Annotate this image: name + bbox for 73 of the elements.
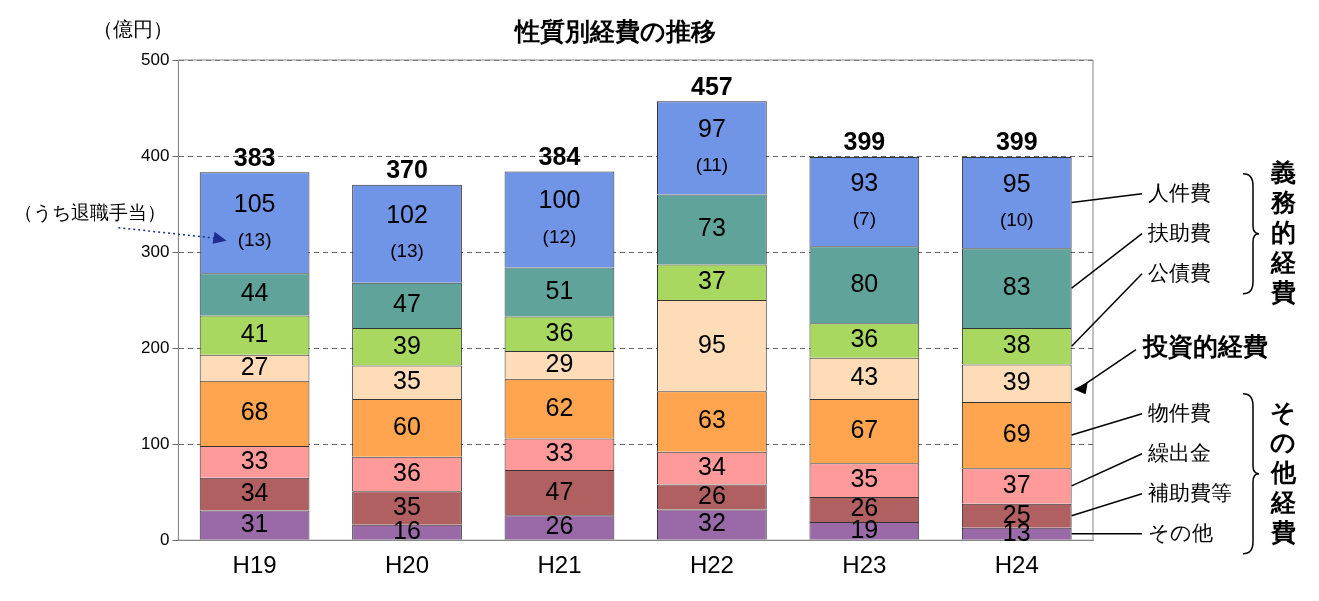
x-tick-label: H23: [842, 551, 887, 579]
text: 義務的経費: [1269, 157, 1296, 306]
data-label: 97 (11): [695, 113, 729, 176]
data-label: 73: [698, 213, 726, 242]
data-label: 26: [698, 480, 726, 509]
data-label: 83: [1002, 271, 1031, 300]
data-label: 47: [393, 289, 421, 318]
text: 投資的経費: [1142, 331, 1268, 360]
x-tick-label: H21: [537, 551, 582, 579]
x-tick-label: H24: [994, 551, 1039, 579]
data-label: 43: [850, 362, 879, 391]
data-label: 51: [545, 275, 574, 304]
data-label: 35: [393, 366, 421, 395]
total-label: 399: [995, 127, 1038, 156]
y-tick-label: 400: [140, 145, 170, 165]
data-label: 27: [240, 351, 269, 380]
chart-title: 性質別経費の推移: [513, 16, 716, 45]
text: 人件費: [1148, 180, 1211, 204]
data-label: 105 (13): [233, 188, 276, 251]
x-tick-label: H19: [232, 551, 277, 579]
data-label: 69: [1002, 418, 1031, 447]
data-label: 100 (12): [538, 185, 581, 247]
data-label: 32: [698, 508, 726, 537]
data-label: 95: [698, 329, 726, 358]
text: 補助費等: [1148, 480, 1232, 504]
data-label: 35: [850, 464, 879, 493]
text: その他経費: [1269, 397, 1297, 546]
data-label: 41: [240, 319, 269, 348]
data-label: 68: [240, 397, 269, 426]
text: 公債費: [1148, 260, 1211, 284]
data-label: 26: [545, 511, 574, 540]
y-tick-label: 200: [140, 337, 170, 357]
data-label: 33: [240, 445, 269, 474]
data-label: 47: [545, 476, 574, 505]
text: （うち退職手当）: [14, 201, 167, 223]
x-tick-label: H20: [385, 551, 430, 579]
data-label: 39: [1002, 367, 1031, 396]
data-label: 31: [240, 508, 269, 537]
data-label: 80: [850, 268, 879, 297]
data-label: 34: [698, 452, 726, 481]
data-label: 44: [240, 278, 269, 307]
data-label: 33: [545, 438, 574, 467]
text: 物件費: [1148, 400, 1211, 424]
data-label: 93 (7): [850, 167, 879, 229]
data-label: 37: [698, 266, 726, 295]
y-tick-label: 500: [140, 49, 170, 69]
x-tick-label: H22: [689, 551, 734, 579]
data-label: 63: [698, 405, 726, 434]
data-label: 36: [850, 324, 879, 353]
data-label: 29: [545, 348, 574, 377]
text: 繰出金: [1147, 440, 1211, 464]
data-label: 60: [393, 411, 421, 440]
total-label: 384: [538, 141, 581, 170]
data-label: 36: [393, 457, 421, 486]
total-label: 370: [386, 155, 428, 184]
text: 扶助費: [1147, 220, 1211, 244]
total-label: 399: [843, 127, 886, 156]
data-label: 34: [240, 477, 269, 506]
data-label: 102 (13): [386, 199, 428, 262]
data-label: 95 (10): [999, 168, 1034, 230]
total-label: 457: [691, 71, 733, 100]
y-tick-label: 0: [159, 529, 170, 549]
y-tick-label: 300: [140, 241, 170, 261]
data-label: 39: [393, 330, 421, 359]
data-label: 67: [850, 415, 879, 444]
data-label: 38: [1002, 330, 1031, 359]
data-label: 37: [1002, 469, 1031, 498]
data-label: 36: [545, 317, 574, 346]
y-tick-label: 100: [140, 433, 170, 453]
total-label: 383: [233, 142, 276, 171]
data-label: 62: [545, 392, 574, 421]
y-axis-title: （億円）: [93, 17, 174, 40]
text: その他: [1148, 520, 1213, 544]
